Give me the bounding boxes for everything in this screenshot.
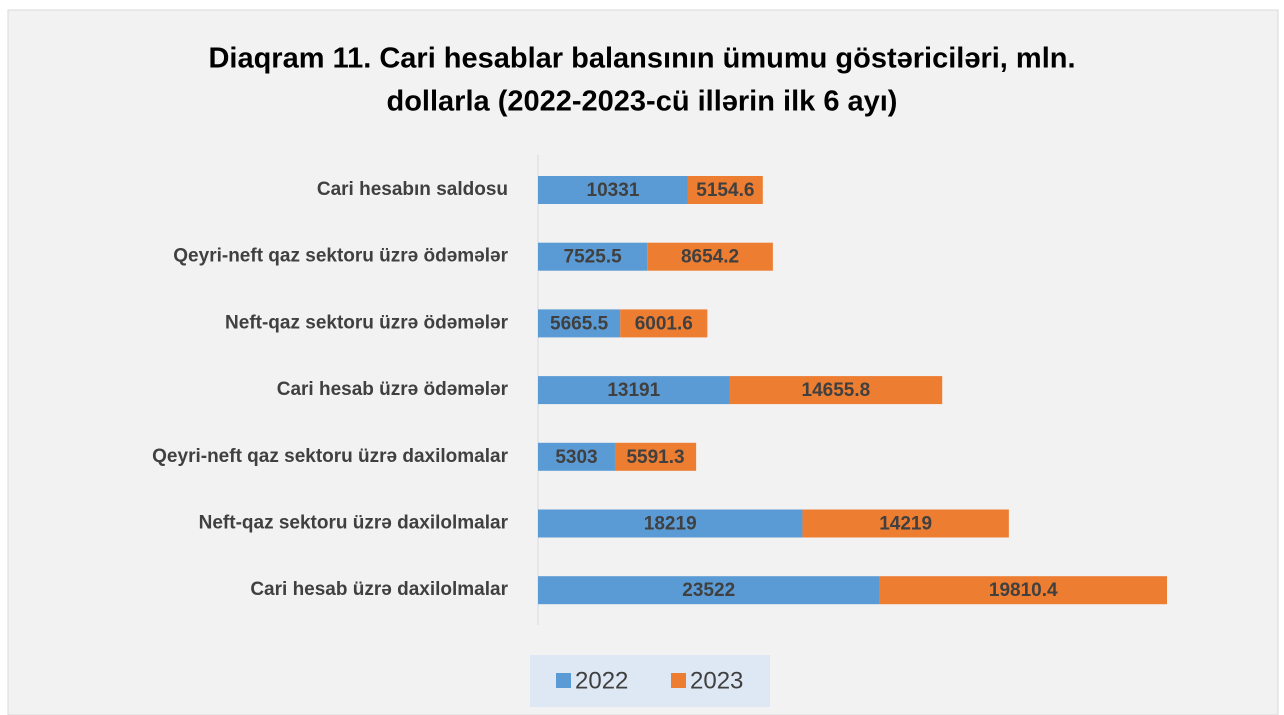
bar: [647, 242, 773, 271]
category-label: Cari hesab üzrə ödəmələr: [277, 379, 509, 400]
legend-swatch: [671, 673, 686, 688]
bar: [729, 376, 943, 405]
bar: [614, 442, 697, 471]
chart-title: Diaqram 11. Cari hesablar balansının ümu…: [208, 43, 1075, 75]
category-label: Qeyri-neft qaz sektoru üzrə ödəmələr: [173, 246, 508, 267]
legend-label: 2023: [690, 667, 743, 694]
data-label: 10331: [587, 180, 640, 201]
bar: [538, 376, 730, 405]
bar: [538, 509, 803, 538]
bar: [538, 576, 880, 605]
data-label: 7525.5: [564, 247, 623, 268]
data-label: 14655.8: [802, 380, 871, 401]
data-label: 5303: [555, 447, 597, 468]
category-label: Neft-qaz sektoru üzrə daxilolmalar: [199, 513, 509, 534]
data-label: 6001.6: [635, 313, 693, 334]
bar: [802, 509, 1009, 538]
category-label: Neft-qaz sektoru üzrə ödəmələr: [225, 312, 509, 333]
data-label: 5591.3: [626, 447, 684, 468]
bar: [620, 309, 708, 338]
legend-swatch: [556, 673, 571, 688]
bar: [538, 242, 648, 271]
data-label: 8654.2: [681, 247, 739, 268]
data-label: 5665.5: [550, 313, 609, 334]
chart-title: dollarla (2022-2023-cü illərin ilk 6 ayı…: [387, 86, 898, 118]
bar: [687, 176, 763, 204]
category-label: Cari hesab üzrə daxilolmalar: [250, 579, 508, 600]
category-label: Qeyri-neft qaz sektoru üzrə daxilomalar: [152, 446, 508, 467]
category-label: Cari hesabın saldosu: [317, 179, 508, 200]
bar: [538, 309, 621, 338]
data-label: 13191: [607, 380, 660, 401]
data-label: 23522: [682, 580, 735, 601]
bar: [879, 576, 1167, 605]
data-label: 5154.6: [696, 180, 754, 201]
data-label: 18219: [644, 514, 697, 535]
bar: [538, 176, 688, 204]
legend-label: 2022: [575, 667, 628, 694]
data-label: 19810.4: [989, 580, 1058, 601]
data-label: 14219: [879, 514, 932, 535]
bar: [538, 442, 615, 471]
